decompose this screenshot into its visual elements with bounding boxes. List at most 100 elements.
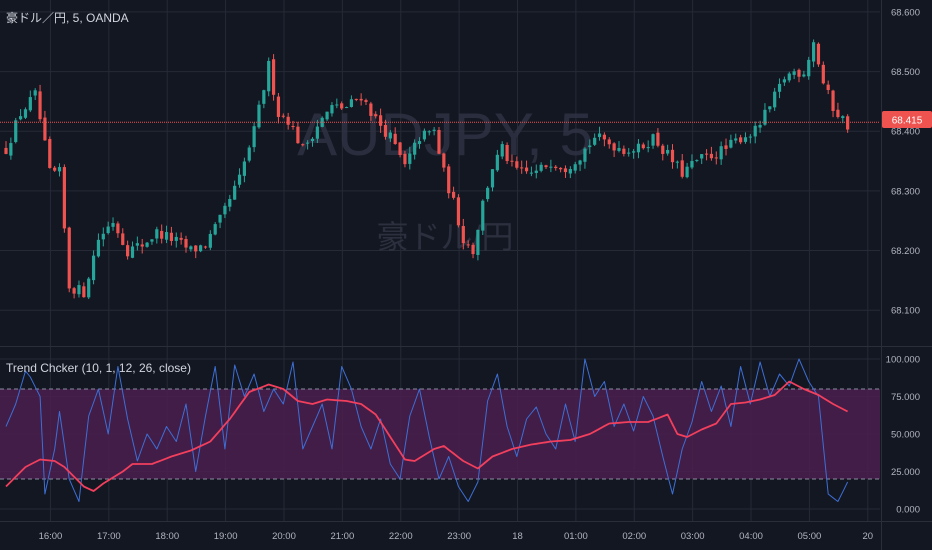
candle	[383, 119, 388, 140]
candle-body	[184, 239, 188, 248]
candle	[729, 134, 733, 149]
candle-body	[164, 232, 169, 240]
candle-body	[588, 145, 592, 147]
candle-body	[223, 205, 227, 215]
candle-body	[729, 139, 733, 148]
candle-body	[91, 255, 96, 281]
candle	[520, 160, 524, 174]
candle-body	[276, 96, 281, 117]
candle-body	[379, 115, 383, 126]
candle	[583, 147, 587, 169]
candle	[559, 167, 563, 173]
candle-body	[709, 153, 714, 159]
candle-body	[675, 161, 679, 163]
candle-body	[291, 125, 295, 127]
candle-body	[18, 116, 23, 120]
time-tick-label: 21:00	[330, 531, 354, 542]
indicator-tick-label: 0.000	[896, 505, 920, 516]
candle	[495, 149, 499, 172]
candle	[306, 140, 310, 150]
candle-body	[646, 147, 650, 149]
candle	[481, 199, 485, 236]
candle-body	[753, 125, 757, 137]
candle-body	[636, 143, 641, 153]
candle-body	[597, 133, 602, 138]
candle-body	[28, 97, 32, 111]
candle-body	[656, 132, 660, 146]
candle-body	[627, 152, 631, 154]
candle	[622, 145, 626, 157]
candle-body	[116, 223, 120, 234]
candle-body	[62, 167, 66, 229]
candle	[748, 134, 752, 144]
candle-body	[422, 130, 426, 140]
candle	[602, 132, 606, 147]
candle	[121, 228, 125, 246]
candle-body	[262, 90, 266, 104]
candle-body	[578, 160, 582, 165]
candle-body	[670, 149, 675, 163]
candle-body	[743, 137, 748, 142]
candle-body	[199, 245, 203, 252]
candle	[116, 221, 120, 238]
candle	[77, 280, 81, 298]
candle-body	[816, 43, 821, 65]
candle-body	[768, 106, 772, 110]
price-tick-label: 68.500	[891, 67, 920, 78]
candle-body	[233, 185, 237, 200]
candle	[203, 245, 208, 249]
candle	[340, 101, 344, 111]
time-tick-label: 05:00	[798, 531, 822, 542]
indicator-title[interactable]: Trend Chcker (10, 1, 12, 26, close)	[6, 361, 191, 375]
indicator-tick-label: 25.000	[891, 467, 920, 478]
candle	[685, 162, 689, 179]
candle	[291, 120, 295, 130]
candle-body	[451, 191, 456, 198]
candle-body	[33, 90, 37, 96]
candle-body	[661, 145, 665, 154]
candle	[325, 111, 329, 122]
candle	[588, 139, 592, 154]
candle-body	[14, 120, 18, 143]
candle	[807, 56, 811, 80]
candle	[802, 70, 806, 78]
candle-body	[174, 236, 178, 241]
candle-body	[369, 103, 373, 116]
price-badge-label: 68.415	[892, 116, 923, 127]
candle-body	[704, 153, 709, 155]
candle	[164, 225, 169, 244]
candle	[296, 121, 300, 144]
candle	[33, 88, 37, 101]
candle-body	[695, 160, 699, 162]
candle-body	[301, 144, 305, 146]
candle-body	[306, 142, 310, 144]
candle-body	[758, 124, 762, 128]
candle	[374, 111, 378, 119]
candle-body	[23, 109, 28, 118]
candle-body	[471, 244, 475, 255]
candle-body	[310, 138, 315, 142]
candle	[782, 76, 786, 86]
candle	[768, 106, 772, 113]
candle	[23, 107, 28, 119]
candle	[57, 163, 62, 177]
candle-body	[330, 105, 334, 114]
time-tick-label: 02:00	[622, 531, 646, 542]
candle-body	[631, 151, 636, 153]
candle	[486, 186, 490, 202]
candle	[140, 238, 144, 254]
time-tick-label: 18	[512, 531, 523, 542]
candle-body	[160, 230, 164, 239]
candle	[174, 232, 178, 248]
candle-body	[802, 74, 806, 77]
candle-body	[782, 79, 786, 83]
candle-body	[247, 147, 251, 161]
candle-body	[344, 107, 349, 109]
candle	[96, 233, 101, 258]
candle	[554, 165, 558, 171]
price-tick-label: 68.600	[891, 7, 920, 18]
candle-body	[734, 138, 738, 141]
symbol-info[interactable]: 豪ドル／円, 5, OANDA	[6, 10, 129, 25]
candle-body	[500, 144, 504, 157]
